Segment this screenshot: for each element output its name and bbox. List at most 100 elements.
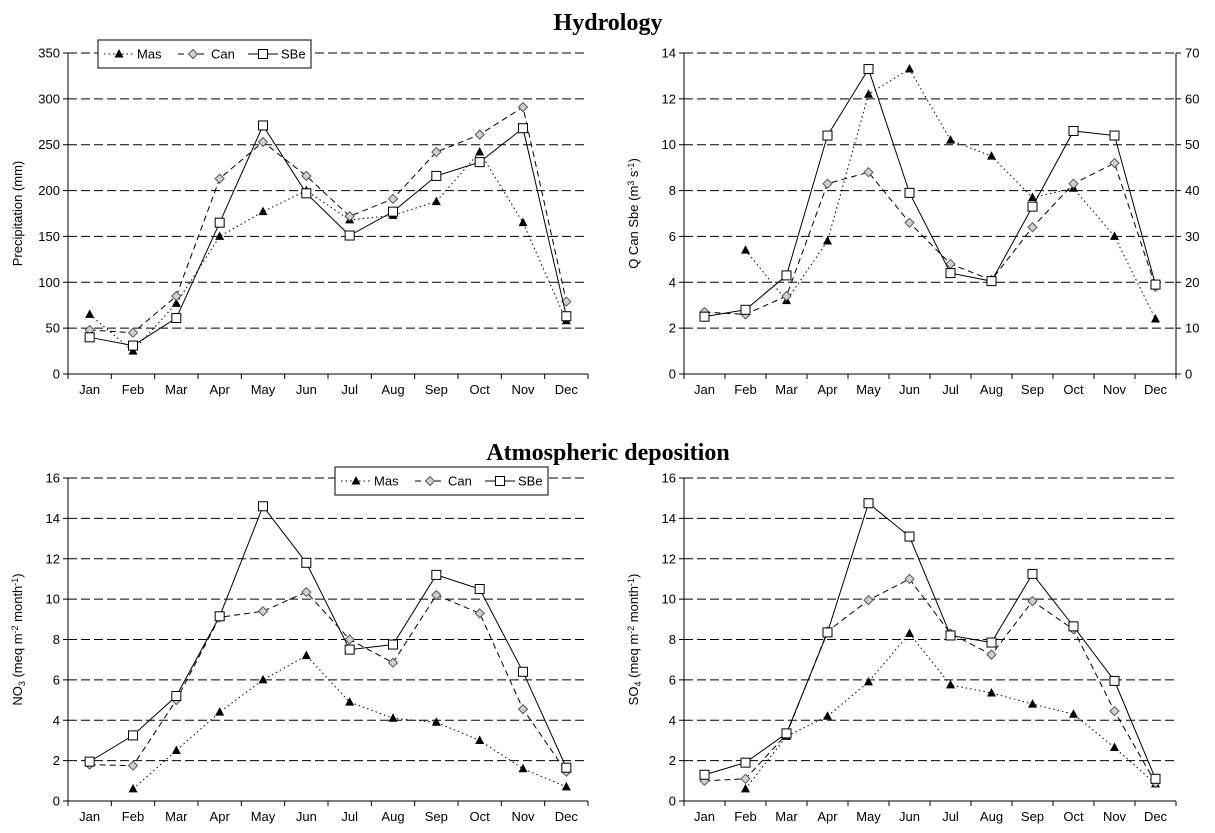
legend-label-can: Can (448, 474, 472, 489)
x-tick-label: Jul (942, 809, 959, 824)
marker-sbe (822, 130, 833, 141)
y-axis-label: SO4 (meq m-2 month-1) (626, 574, 643, 706)
y-tick-label: 0 (669, 367, 676, 382)
marker-mas (1028, 192, 1037, 201)
marker-can (257, 136, 269, 148)
marker-mas (561, 781, 571, 791)
marker-sbe (740, 757, 751, 768)
x-tick-label: Jul (341, 809, 358, 824)
marker-mas (1069, 709, 1078, 718)
marker-can (344, 211, 355, 222)
chart-panel-4: 0 2 4 6 8 10 12 14 16 Jan Feb Mar Apr May Jun Jul Aug Sep… (626, 471, 1177, 824)
marker-can (127, 327, 139, 338)
marker-mas (987, 687, 996, 697)
marker-sbe (84, 332, 95, 343)
x-tick-label: Jan (694, 809, 715, 824)
marker-can (387, 193, 399, 205)
series-line-sbe (704, 67, 1156, 318)
marker-sbe (904, 531, 915, 542)
x-tick-label: Oct (470, 382, 491, 397)
y-tick-label: 250 (38, 137, 60, 152)
x-tick-label: Dec (555, 382, 579, 397)
marker-can (517, 101, 529, 113)
marker-sbe (388, 639, 398, 650)
legend-label-sbe: SBe (281, 47, 306, 62)
marker-mas (987, 151, 996, 160)
marker-sbe (1109, 130, 1120, 141)
marker-can (863, 167, 874, 178)
marker-can (474, 608, 485, 619)
series-line-mas (745, 68, 1156, 320)
legend-marker-sbe (258, 49, 268, 59)
marker-mas (171, 745, 181, 755)
marker-can (257, 606, 269, 617)
marker-can (1068, 178, 1079, 189)
marker-can (171, 290, 182, 302)
marker-sbe (128, 730, 138, 741)
y-right-tick-label: 60 (1185, 91, 1199, 106)
marker-sbe (214, 611, 225, 622)
marker-can (1109, 157, 1120, 169)
x-tick-label: Apr (210, 382, 231, 397)
marker-mas (741, 783, 750, 793)
marker-mas (301, 650, 311, 660)
x-tick-label: Sep (1021, 809, 1044, 824)
x-tick-label: Feb (734, 382, 756, 397)
y-tick-label: 12 (662, 551, 676, 566)
marker-sbe (214, 217, 225, 228)
y-axis-label: Q Can Sbe (m3 s-1) (626, 158, 641, 269)
marker-sbe (781, 728, 792, 739)
y-tick-label: 200 (38, 183, 60, 198)
x-tick-label: May (251, 809, 276, 824)
chart-panel-1: 0 50 100 150 200 250 300 350 Jan Feb Mar Apr May Jun J… (10, 39, 589, 397)
marker-can (344, 634, 355, 645)
y-tick-label: 8 (669, 183, 676, 198)
marker-mas (946, 679, 955, 689)
marker-sbe (740, 304, 751, 315)
marker-mas (905, 64, 914, 73)
marker-sbe (344, 230, 355, 241)
y-right-tick-label: 20 (1185, 275, 1199, 290)
x-tick-label: May (251, 382, 276, 397)
x-tick-label: Oct (1063, 382, 1084, 397)
marker-can (474, 129, 485, 140)
y-tick-label: 6 (669, 672, 676, 687)
y-tick-label: 14 (662, 46, 676, 61)
y-tick-label: 12 (46, 551, 60, 566)
y-tick-label: 4 (53, 713, 60, 728)
y-tick-label: 2 (53, 753, 60, 768)
marker-sbe (518, 123, 528, 134)
legend-box (97, 39, 312, 69)
series-line-sbe (704, 502, 1156, 779)
series-line-mas (89, 151, 567, 352)
marker-sbe (863, 498, 874, 509)
marker-can (904, 573, 915, 585)
marker-can (301, 170, 312, 182)
marker-sbe (863, 64, 874, 75)
legend-marker-mas (114, 49, 124, 58)
marker-sbe (258, 501, 268, 512)
x-tick-label: Mar (165, 382, 188, 397)
y-right-tick-label: 70 (1185, 46, 1199, 61)
x-tick-label: Sep (425, 809, 448, 824)
marker-sbe (431, 170, 442, 181)
y-tick-label: 0 (53, 367, 60, 382)
marker-sbe (474, 157, 485, 168)
marker-mas (946, 135, 955, 144)
y-tick-label: 150 (38, 229, 60, 244)
marker-sbe (699, 769, 710, 780)
x-tick-label: May (856, 809, 881, 824)
marker-mas (864, 676, 873, 686)
marker-can (301, 586, 312, 598)
marker-can (781, 290, 792, 302)
marker-mas (823, 711, 832, 720)
x-tick-label: Mar (775, 382, 798, 397)
x-tick-label: Apr (817, 382, 838, 397)
legend: Mas Can SBe (97, 39, 312, 69)
legend-label-mas: Mas (137, 47, 162, 62)
y-tick-label: 10 (46, 592, 60, 607)
x-tick-label: Jun (899, 382, 920, 397)
y-axis-label: NO3 (meq m-2 month-1) (10, 573, 27, 705)
marker-mas (864, 89, 873, 98)
